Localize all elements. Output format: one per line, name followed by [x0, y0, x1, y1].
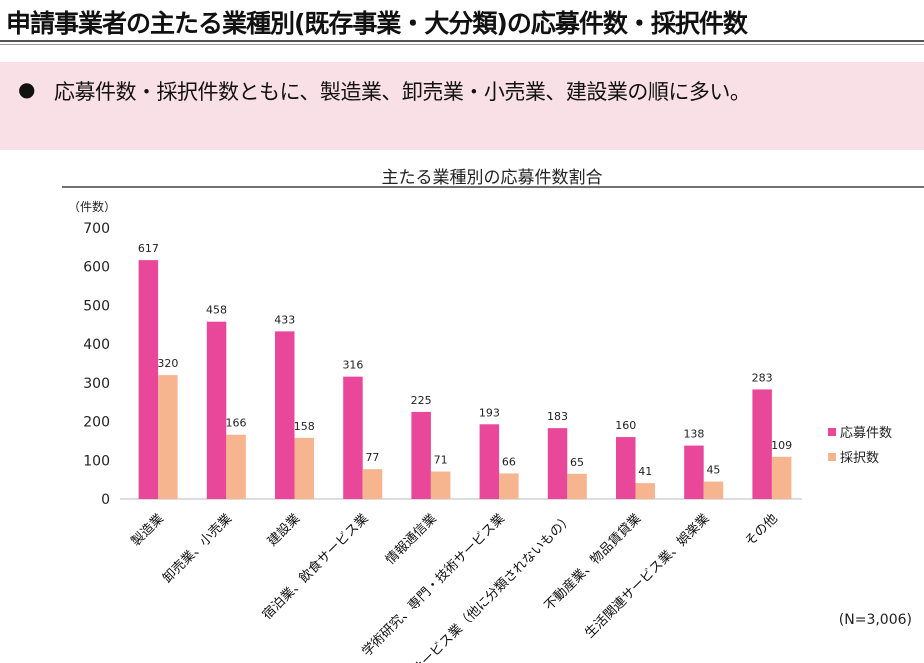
- x-tick-label: その他: [743, 511, 781, 549]
- title-divider: [0, 40, 924, 42]
- data-label: 160: [615, 419, 636, 432]
- bar-adopted: [771, 456, 792, 499]
- data-label: 283: [752, 371, 773, 384]
- x-tick-label: 情報通信業: [382, 511, 439, 568]
- page-title: 申請事業者の主たる業種別(既存事業・大分類)の応募件数・採択件数: [6, 9, 748, 38]
- bar-adopted: [703, 481, 724, 499]
- bar-applications: [752, 389, 772, 499]
- data-label: 158: [294, 420, 315, 433]
- data-label: 458: [206, 304, 227, 317]
- y-tick-label: 0: [101, 492, 110, 508]
- data-label: 138: [683, 428, 704, 441]
- x-tick-label: 建設業: [264, 511, 303, 550]
- legend-swatch: [828, 428, 836, 436]
- bar-applications: [138, 260, 159, 499]
- legend-label: 応募件数: [840, 426, 892, 441]
- data-label: 320: [157, 357, 178, 370]
- bar-applications: [479, 424, 500, 499]
- summary-box: [0, 62, 924, 150]
- y-tick-label: 100: [83, 453, 110, 469]
- bar-applications: [343, 376, 363, 499]
- legend-label: 採択数: [840, 451, 879, 466]
- summary-text: 応募件数・採択件数ともに、製造業、卸売業・小売業、建設業の順に多い。: [54, 80, 751, 104]
- bar-adopted: [362, 469, 383, 499]
- title-divider-thin: [0, 44, 924, 45]
- chart-title: 主たる業種別の応募件数割合: [382, 168, 603, 188]
- bullet-icon: ●: [18, 77, 36, 101]
- y-tick-label: 700: [83, 221, 110, 237]
- data-label: 71: [434, 454, 448, 467]
- data-label: 316: [342, 359, 363, 372]
- y-tick-label: 600: [83, 260, 110, 276]
- legend-swatch: [828, 453, 836, 461]
- bar-adopted: [294, 437, 314, 499]
- x-tick-label: 卸売業、小売業: [159, 511, 235, 587]
- y-tick-label: 400: [83, 337, 110, 353]
- bar-applications: [616, 437, 636, 499]
- data-label: 183: [547, 410, 568, 423]
- bar-adopted: [499, 473, 519, 499]
- x-tick-label: 製造業: [128, 511, 167, 550]
- data-label: 166: [226, 417, 247, 430]
- bar-applications: [684, 445, 704, 499]
- bar-applications: [275, 331, 295, 499]
- data-label: 433: [274, 313, 295, 326]
- data-label: 41: [638, 465, 652, 478]
- x-tick-label: 生活関連サービス業、娯楽業: [582, 511, 713, 642]
- bar-applications: [547, 428, 568, 499]
- data-label: 193: [479, 406, 500, 419]
- data-label: 109: [771, 439, 792, 452]
- data-label: 77: [365, 451, 379, 464]
- bar-adopted: [635, 483, 655, 499]
- bar-adopted: [158, 375, 178, 499]
- x-tick-label: 学術研究、専門・技術サービス業: [359, 511, 508, 660]
- y-tick-label: 300: [83, 376, 110, 392]
- bar-applications: [206, 321, 227, 499]
- bar-applications: [411, 411, 431, 499]
- data-label: 66: [502, 455, 516, 468]
- bar-adopted: [430, 471, 451, 499]
- y-tick-label: 200: [83, 415, 110, 431]
- data-label: 617: [138, 242, 159, 255]
- data-label: 225: [411, 394, 432, 407]
- y-tick-label: 500: [83, 298, 110, 314]
- bar-adopted: [567, 473, 587, 499]
- sample-size-note: (N=3,006): [838, 612, 912, 628]
- bar-adopted: [226, 434, 246, 499]
- data-label: 45: [706, 464, 720, 477]
- data-label: 65: [570, 456, 584, 469]
- y-axis-label: （件数）: [68, 199, 116, 214]
